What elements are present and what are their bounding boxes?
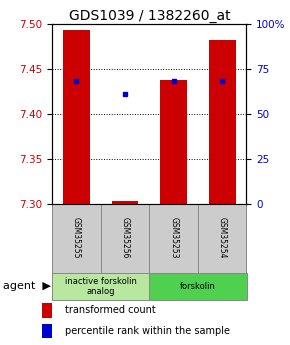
Text: GSM35254: GSM35254	[218, 217, 227, 259]
Bar	[42, 324, 52, 338]
Bar	[52, 273, 149, 300]
Text: percentile rank within the sample: percentile rank within the sample	[65, 326, 230, 336]
Text: GSM35253: GSM35253	[169, 217, 178, 259]
Title: GDS1039 / 1382260_at: GDS1039 / 1382260_at	[68, 9, 230, 23]
Bar	[198, 204, 246, 273]
Bar	[160, 80, 187, 204]
Bar	[52, 204, 101, 273]
Text: GSM35256: GSM35256	[121, 217, 130, 259]
Bar	[149, 204, 198, 273]
Text: GSM35255: GSM35255	[72, 217, 81, 259]
Bar	[63, 30, 90, 204]
Bar	[149, 273, 246, 300]
Bar	[101, 204, 149, 273]
Text: transformed count: transformed count	[65, 305, 156, 315]
Bar	[209, 40, 235, 204]
Bar	[112, 201, 138, 204]
Text: agent  ▶: agent ▶	[3, 282, 51, 291]
Text: inactive forskolin
analog: inactive forskolin analog	[65, 277, 137, 296]
Text: forskolin: forskolin	[180, 282, 216, 291]
Bar	[42, 303, 52, 317]
